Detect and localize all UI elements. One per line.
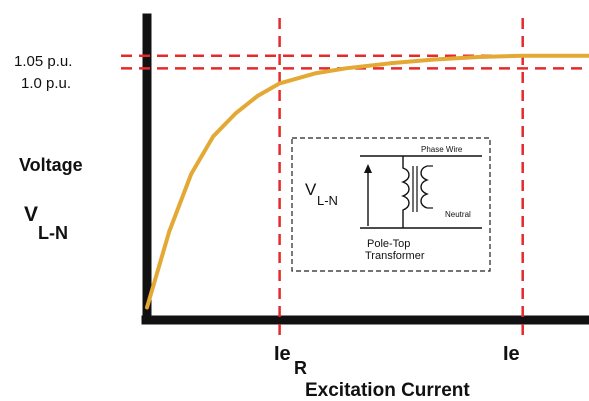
inset-caption-line2: Transformer (365, 250, 425, 262)
y-axis-label-symbol: V (24, 203, 38, 226)
inset-voltage-symbol: V (305, 180, 317, 199)
y-axis-label-subscript: L-N (38, 223, 68, 243)
x-axis-label: Excitation Current (305, 380, 470, 401)
x-marker-ie-r-sub: R (294, 358, 307, 378)
x-marker-ie-main: Ie (503, 343, 520, 365)
x-marker-ie-r-main: Ie (274, 343, 291, 365)
inset-voltage-subscript: L-N (317, 193, 338, 208)
inset-caption-line1: Pole-Top (367, 238, 410, 250)
transformer-inset: V L-N Phase Wire Neutral Pole-Top Transf… (292, 138, 490, 271)
phase-wire-label: Phase Wire (421, 145, 463, 154)
y-tick-1-05: 1.05 p.u. (14, 53, 72, 70)
neutral-label: Neutral (445, 210, 471, 219)
y-axis-label: Voltage (19, 155, 83, 175)
y-tick-1-0: 1.0 p.u. (21, 75, 71, 92)
